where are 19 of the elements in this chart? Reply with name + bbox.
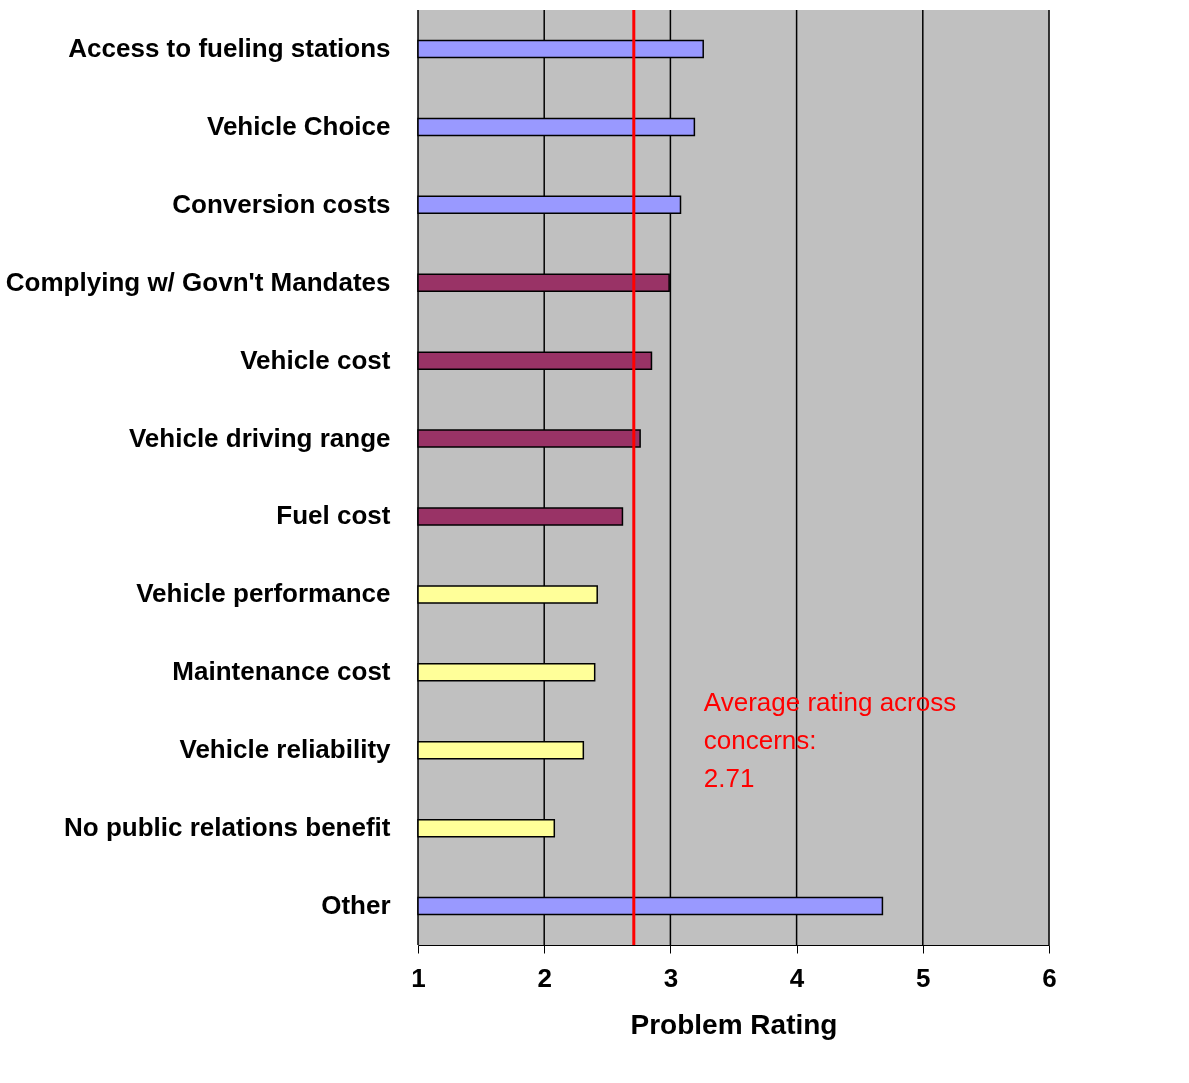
y-tick-label: Vehicle performance bbox=[136, 578, 391, 609]
y-tick-label: Vehicle Choice bbox=[206, 110, 391, 141]
x-axis-title: Problem Rating bbox=[630, 1008, 838, 1040]
y-tick-label: Vehicle driving range bbox=[128, 422, 391, 453]
y-tick-label: Complying w/ Govn't Mandates bbox=[5, 266, 391, 297]
x-tick-label: 5 bbox=[916, 962, 931, 993]
y-tick-label: No public relations benefit bbox=[64, 812, 391, 843]
y-tick-label: Fuel cost bbox=[276, 500, 391, 531]
y-tick-label: Vehicle reliability bbox=[179, 734, 392, 765]
y-tick-label: Maintenance cost bbox=[172, 656, 391, 687]
x-tick-label: 6 bbox=[1042, 962, 1057, 993]
y-tick-label: Access to fueling stations bbox=[68, 32, 391, 63]
x-tick-label: 1 bbox=[411, 962, 426, 993]
x-tick-label: 3 bbox=[663, 962, 679, 993]
y-tick-label: Vehicle cost bbox=[240, 344, 391, 375]
x-tick-label: 4 bbox=[789, 962, 805, 993]
x-tick-label: 2 bbox=[537, 962, 552, 993]
y-tick-label: Conversion costs bbox=[172, 188, 391, 219]
y-tick-label: Other bbox=[321, 890, 391, 921]
